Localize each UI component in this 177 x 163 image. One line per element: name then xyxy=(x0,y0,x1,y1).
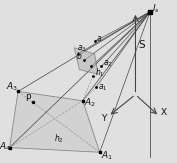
Text: $A_3$: $A_3$ xyxy=(6,81,18,93)
Text: $h_2$: $h_2$ xyxy=(54,132,64,145)
Polygon shape xyxy=(10,91,100,152)
Text: $a_3$: $a_3$ xyxy=(77,44,87,54)
Text: $A_4$: $A_4$ xyxy=(0,140,12,153)
Text: $A_2$: $A_2$ xyxy=(84,96,96,109)
Text: S: S xyxy=(138,40,145,50)
Text: $h_1$: $h_1$ xyxy=(95,66,104,79)
Text: $b$: $b$ xyxy=(76,50,82,61)
Text: $I_s$: $I_s$ xyxy=(152,2,159,15)
Text: Y: Y xyxy=(101,114,107,123)
Text: P: P xyxy=(25,94,30,103)
Text: $A_1$: $A_1$ xyxy=(101,149,114,162)
Text: $a$: $a$ xyxy=(96,34,102,43)
Text: X: X xyxy=(161,108,167,117)
Text: $a_2$: $a_2$ xyxy=(103,59,113,69)
Polygon shape xyxy=(74,48,98,74)
Text: $a_1$: $a_1$ xyxy=(98,83,108,93)
